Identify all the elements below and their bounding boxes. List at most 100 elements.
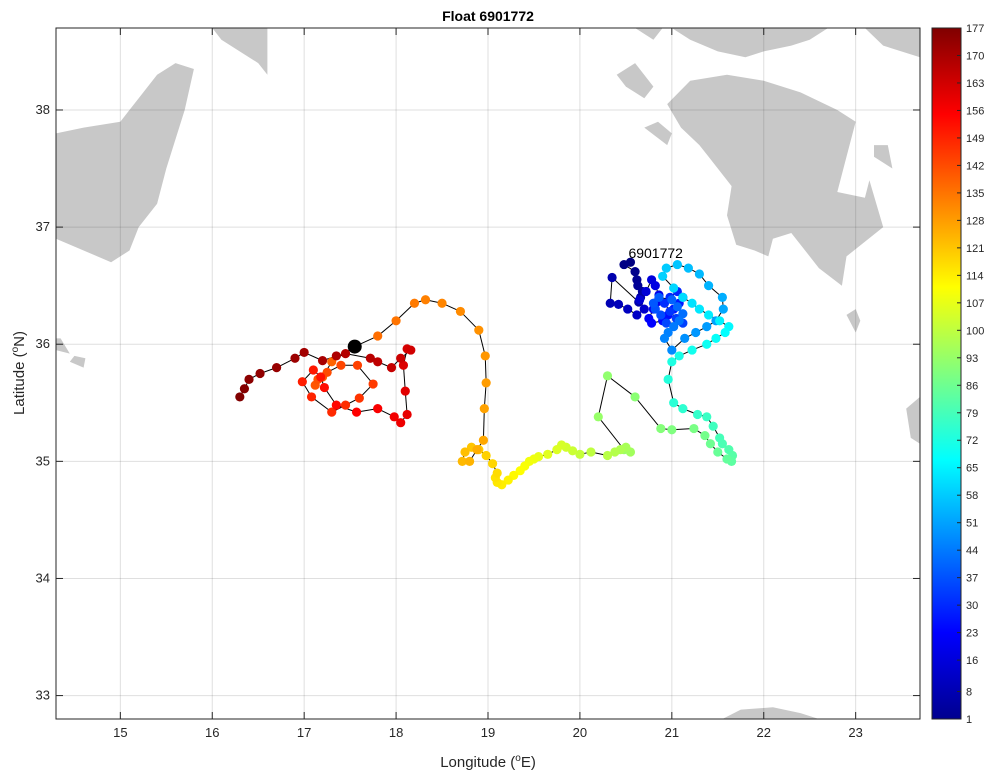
colorbar-tick-label: 86: [966, 380, 978, 392]
profile-point: [290, 353, 300, 363]
land-polygon: [874, 145, 893, 169]
profile-point: [406, 345, 416, 355]
profile-point: [543, 449, 553, 459]
profile-point: [694, 269, 705, 279]
profile-point: [703, 281, 714, 291]
profile-point: [722, 454, 732, 464]
profile-point: [455, 306, 466, 317]
profile-point: [711, 333, 721, 343]
land-polygon: [846, 309, 861, 333]
profile-point: [717, 292, 727, 302]
land-polygon: [671, 28, 829, 58]
profile-point: [702, 322, 712, 332]
x-tick-label: 18: [389, 725, 403, 740]
profile-point: [672, 302, 682, 312]
profile-point: [678, 292, 688, 302]
colorbar-tick-label: 107: [966, 298, 984, 310]
profile-point: [610, 447, 620, 457]
profile-point: [650, 281, 660, 291]
colorbar-tick-label: 100: [966, 325, 984, 337]
land-polygon: [906, 396, 920, 444]
profile-point: [398, 360, 409, 370]
x-ticks: 15 16 17 18 19 20 21 22 23: [113, 28, 863, 740]
y-tick-label: 37: [36, 219, 50, 234]
colorbar-tick-label: 121: [966, 243, 984, 255]
track-segment: [597, 375, 608, 417]
y-tick-label: 35: [36, 453, 50, 468]
x-tick-label: 23: [848, 725, 862, 740]
profile-point: [391, 316, 401, 326]
profile-point: [316, 372, 326, 382]
profile-point: [605, 298, 615, 308]
land-polygon: [69, 355, 86, 368]
colorbar-tick-label: 51: [966, 518, 978, 530]
land-polygon: [722, 707, 819, 719]
profile-point: [619, 259, 629, 270]
profile-point: [515, 466, 525, 476]
x-axis-label: Longitude (oE): [440, 753, 536, 771]
profile-point: [297, 377, 307, 387]
colorbar-tick-label: 1: [966, 714, 972, 726]
colorbar-tick-label: 93: [966, 353, 978, 365]
colorbar-ticks: 1 8 16 23 30 37 44 51 58 65 72 79 86 93 100 107 114 121 12…: [957, 23, 984, 726]
profile-point: [639, 304, 649, 314]
profile-point: [239, 384, 250, 394]
profile-point: [630, 267, 640, 277]
profile-point: [663, 374, 673, 384]
y-tick-label: 38: [36, 102, 50, 117]
colorbar-tick-label: 65: [966, 463, 978, 475]
profile-point: [308, 365, 318, 375]
profile-point: [319, 382, 329, 393]
profile-point: [602, 371, 613, 381]
colorbar-tick-label: 128: [966, 215, 984, 227]
profile-point: [480, 351, 490, 361]
profile-point: [656, 310, 666, 320]
colorbar-tick-label: 37: [966, 573, 978, 585]
profile-point: [396, 418, 406, 428]
profile-point: [656, 423, 666, 434]
land-layer: [56, 28, 920, 719]
colorbar-tick-label: 163: [966, 78, 984, 90]
profile-point: [720, 327, 730, 338]
profile-point: [472, 445, 482, 455]
track-segment: [607, 375, 636, 398]
profile-point: [299, 347, 309, 358]
profile-point: [672, 259, 682, 270]
colorbar-tick-label: 8: [966, 687, 972, 699]
profile-point: [322, 367, 332, 377]
profile-point: [255, 368, 265, 379]
profile-point: [460, 447, 470, 457]
profile-point: [692, 409, 703, 420]
y-tick-label: 34: [36, 570, 50, 585]
profile-point: [492, 468, 502, 478]
profile-point: [336, 360, 346, 370]
profile-point: [661, 318, 671, 328]
profile-point: [373, 357, 383, 367]
colorbar-tick-label: 135: [966, 188, 984, 200]
profile-point: [694, 304, 705, 314]
profile-point: [647, 318, 657, 328]
profile-point: [340, 400, 351, 410]
colorbar-tick-label: 156: [966, 105, 984, 117]
profile-point: [689, 423, 699, 434]
profile-point: [465, 456, 475, 466]
profile-point: [481, 450, 491, 461]
profile-point: [351, 407, 362, 417]
track-segment: [634, 396, 662, 429]
profile-point: [683, 263, 693, 273]
y-ticks: 33 34 35 36 37 38: [36, 102, 920, 703]
profile-point: [641, 286, 651, 297]
profile-point: [659, 333, 670, 343]
x-tick-label: 17: [297, 725, 311, 740]
colorbar-tick-label: 149: [966, 133, 984, 145]
land-polygon: [56, 63, 194, 263]
profile-point: [718, 304, 728, 314]
profile-point: [678, 404, 688, 414]
colorbar-tick-label: 44: [966, 545, 978, 557]
profile-point: [235, 392, 245, 402]
y-axis-label: Latitude (oN): [10, 331, 28, 415]
profile-point: [669, 398, 679, 408]
track-segment: [611, 277, 640, 303]
profile-point: [420, 295, 431, 305]
